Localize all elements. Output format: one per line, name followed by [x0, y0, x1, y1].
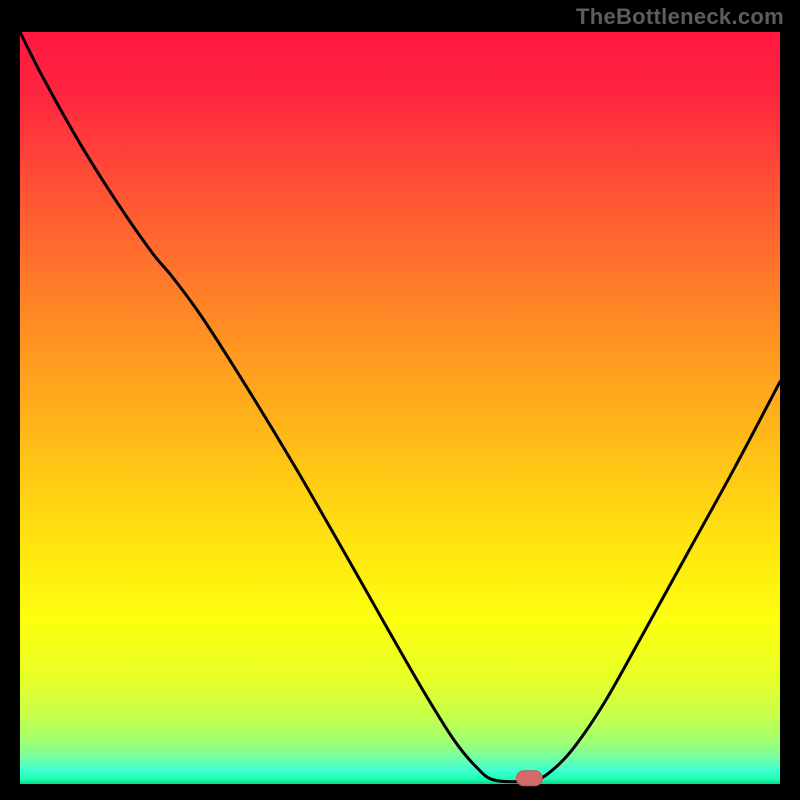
watermark-text: TheBottleneck.com	[576, 4, 784, 30]
plot-background	[20, 32, 780, 784]
optimal-marker	[516, 770, 542, 786]
chart-stage: TheBottleneck.com	[0, 0, 800, 800]
gradient-chart-svg	[0, 0, 800, 800]
